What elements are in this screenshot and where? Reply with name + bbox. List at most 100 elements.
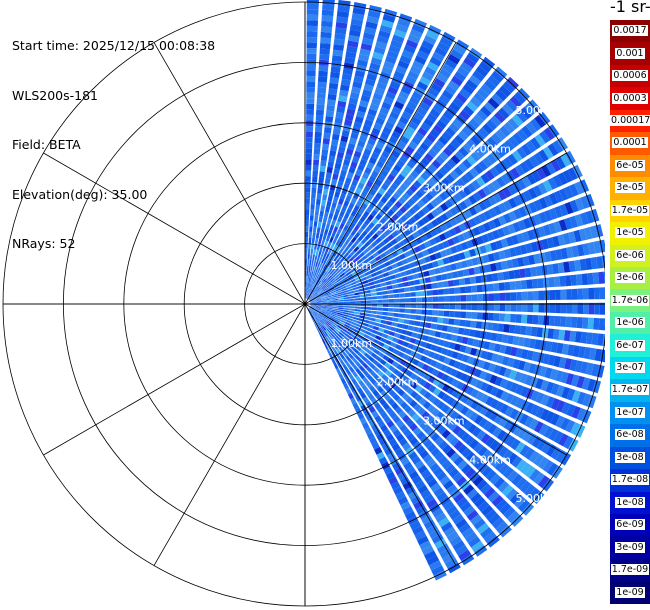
range-bin	[310, 265, 313, 272]
range-bin	[315, 115, 324, 122]
range-bin	[337, 5, 350, 13]
range-bin	[341, 73, 352, 81]
range-bin	[597, 333, 604, 346]
range-bin	[354, 239, 361, 246]
colorbar-tick-label: 6e-09	[615, 519, 645, 531]
range-bin	[472, 475, 484, 487]
range-bin	[368, 281, 375, 286]
range-bin	[419, 278, 426, 284]
range-bin	[565, 150, 576, 165]
range-bin	[327, 260, 332, 267]
range-bin	[580, 361, 589, 374]
range-bin	[325, 294, 332, 297]
range-bin	[499, 125, 511, 137]
range-bin	[326, 321, 332, 326]
range-bin	[320, 309, 327, 312]
range-bin	[412, 427, 422, 436]
range-bin	[403, 164, 413, 174]
range-bin	[480, 433, 491, 444]
range-bin	[357, 59, 368, 68]
range-bin	[363, 409, 371, 417]
range-bin	[421, 410, 430, 420]
range-bin	[387, 234, 395, 241]
range-bin	[311, 312, 315, 318]
range-bin	[376, 386, 384, 394]
range-bin	[473, 92, 486, 104]
range-bin	[449, 295, 456, 302]
range-bin	[352, 364, 359, 371]
range-bin	[428, 163, 438, 173]
range-bin	[400, 214, 408, 223]
range-bin	[403, 287, 410, 292]
range-bin	[372, 183, 380, 192]
range-bin	[408, 216, 417, 225]
range-bin	[357, 227, 364, 235]
range-bin	[426, 212, 435, 221]
range-bin	[349, 92, 360, 100]
range-bin	[582, 288, 589, 300]
range-bin	[420, 489, 432, 499]
range-bin	[446, 531, 459, 542]
range-bin	[373, 279, 380, 285]
range-bin	[571, 316, 578, 328]
range-bin	[315, 286, 320, 292]
colorbar-tick-label: 0.0006	[612, 70, 648, 82]
range-bin	[325, 110, 335, 117]
range-bin	[486, 273, 493, 282]
range-bin	[356, 258, 363, 265]
range-bin	[558, 219, 568, 232]
range-bin	[321, 325, 327, 331]
range-bin	[374, 402, 382, 410]
range-bin	[329, 150, 337, 157]
range-bin	[365, 251, 372, 258]
range-bin	[453, 253, 461, 262]
range-bin	[329, 184, 336, 191]
range-bin	[342, 266, 348, 272]
range-bin	[416, 176, 426, 185]
range-bin	[389, 246, 396, 253]
range-bin	[409, 422, 418, 432]
range-bin	[407, 409, 417, 418]
range-bin	[319, 262, 323, 269]
range-bin	[306, 14, 319, 21]
range-bin	[319, 233, 324, 240]
colorbar-cell: 3e-06	[610, 266, 650, 290]
range-bin	[452, 540, 466, 552]
range-bin	[482, 56, 496, 69]
range-bin	[367, 324, 374, 329]
range-bin	[428, 384, 437, 393]
range-bin	[526, 279, 533, 289]
range-bin	[538, 290, 545, 301]
range-bin	[500, 238, 509, 248]
range-bin	[507, 510, 520, 523]
range-bin	[395, 209, 404, 218]
range-bin	[504, 406, 514, 417]
range-bin	[409, 437, 419, 446]
range-bin	[587, 317, 594, 330]
range-bin	[390, 279, 398, 285]
range-bin	[416, 106, 428, 117]
range-bin	[431, 368, 440, 377]
range-bin	[448, 318, 455, 325]
range-bin	[541, 238, 550, 250]
range-bin	[493, 205, 502, 216]
range-bin	[442, 63, 455, 74]
range-bin	[384, 261, 391, 267]
range-bin	[395, 235, 403, 243]
range-bin	[429, 529, 441, 540]
range-bin	[431, 565, 445, 576]
range-bin	[504, 139, 515, 152]
range-bin	[306, 276, 308, 282]
range-bin	[321, 270, 326, 276]
range-bin	[310, 271, 314, 278]
range-bin	[342, 290, 348, 294]
range-bin	[427, 478, 438, 488]
range-bin	[432, 303, 439, 309]
range-bin	[338, 270, 344, 276]
range-bin	[404, 211, 413, 219]
range-bin	[314, 286, 319, 291]
range-bin	[488, 363, 496, 373]
range-bin	[337, 340, 343, 347]
range-bin	[315, 261, 319, 267]
range-bin	[420, 341, 427, 348]
